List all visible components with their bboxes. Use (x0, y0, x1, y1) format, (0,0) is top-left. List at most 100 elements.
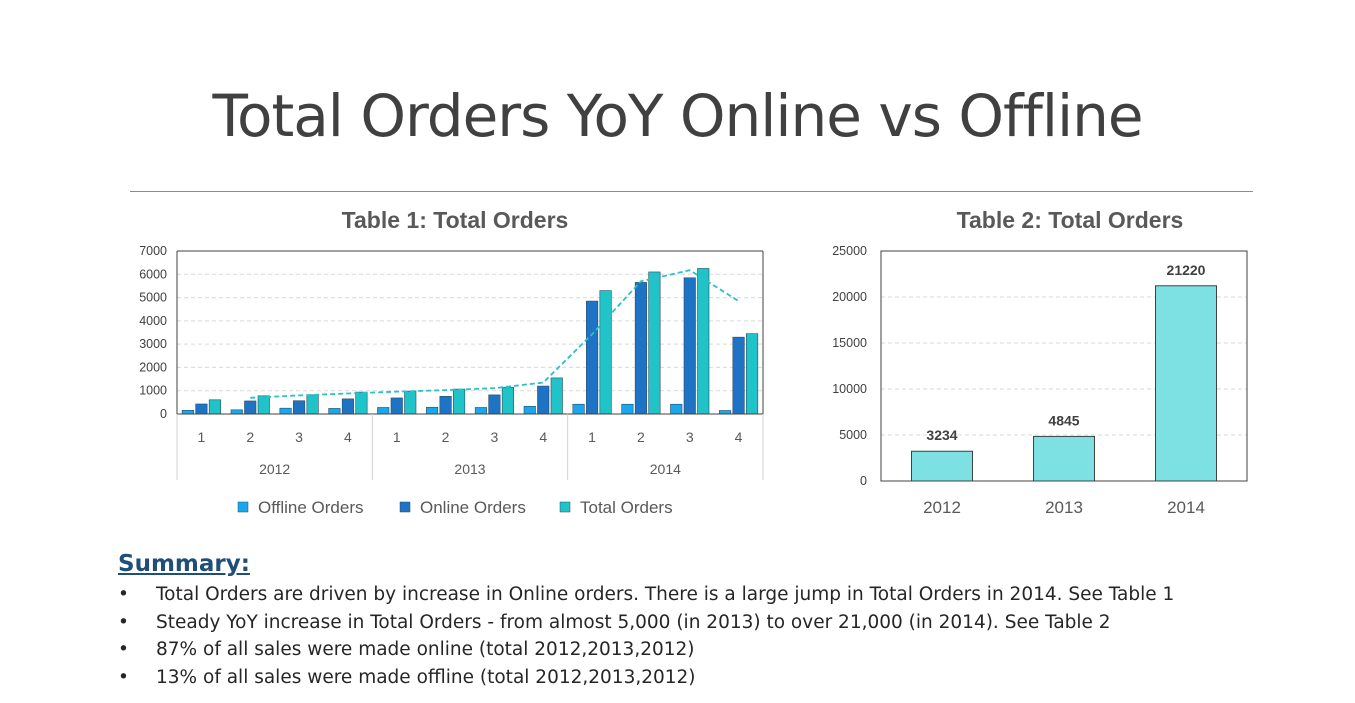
bullet-icon: • (118, 611, 129, 633)
legend-swatch (559, 501, 571, 513)
y-tick-label: 15000 (832, 336, 867, 350)
table1-gridlines (177, 250, 763, 392)
legend-label: Online Orders (420, 498, 526, 517)
bar-offline-orders (670, 403, 683, 415)
x-tick-label: 2 (637, 429, 645, 445)
legend-swatch (399, 501, 411, 513)
x-tick-label: 4 (344, 429, 352, 445)
y-tick-label: 5000 (839, 428, 867, 442)
bar-online-orders (293, 400, 306, 415)
bar-online-orders (195, 403, 208, 415)
x-tick-label: 4 (735, 429, 743, 445)
table2-y-axis: 0 5000 10000 15000 20000 25000 (832, 244, 867, 488)
bar-online-orders (732, 336, 745, 415)
bar-offline-orders (474, 407, 487, 415)
x-tick-label: 2013 (1045, 498, 1083, 517)
bar-offline-orders (523, 406, 536, 415)
y-tick-label: 25000 (832, 244, 867, 258)
x-group-label: 2014 (650, 461, 681, 477)
table1-y-axis: 0 1000 2000 3000 4000 5000 6000 7000 (139, 244, 167, 421)
y-tick-label: 4000 (139, 314, 167, 328)
summary-item-text: 13% of all sales were made offline (tota… (156, 666, 696, 688)
table1-chart: Table 1: Total Orders 0 1000 2000 3000 4000 5… (139, 207, 764, 517)
summary-list: • Total Orders are driven by increase in … (118, 581, 1318, 691)
summary-item: • Total Orders are driven by increase in … (118, 581, 1318, 609)
y-tick-label: 7000 (139, 244, 167, 258)
bar-online-orders (439, 396, 452, 415)
bar-total-orders (404, 390, 417, 415)
bar-total-orders (501, 386, 514, 415)
summary-item-text: Steady YoY increase in Total Orders - fr… (156, 611, 1111, 633)
table2-axes (880, 250, 1248, 482)
bar-offline-orders (426, 406, 439, 415)
y-tick-label: 10000 (832, 382, 867, 396)
bar-offline-orders (572, 403, 585, 415)
bullet-icon: • (118, 666, 129, 688)
x-group-label: 2013 (454, 461, 485, 477)
y-tick-label: 0 (860, 474, 867, 488)
bar-offline-orders (719, 410, 732, 415)
bar-offline-orders (279, 407, 292, 415)
table1-axes (176, 250, 764, 415)
bar-total-orders (1033, 435, 1095, 482)
table2-title: Table 2: Total Orders (957, 207, 1184, 233)
bar-total-orders (599, 290, 612, 415)
table1-trendline (250, 269, 740, 399)
bar-offline-orders (328, 408, 341, 415)
x-tick-label: 2 (442, 429, 450, 445)
x-tick-label: 2014 (1167, 498, 1205, 517)
x-group-label: 2012 (259, 461, 290, 477)
table2-x-axis: 2012 2013 2014 (923, 498, 1205, 517)
y-tick-label: 0 (160, 407, 167, 421)
bar-offline-orders (181, 409, 194, 415)
bar-total-orders (648, 271, 661, 415)
summary-heading: Summary: (118, 551, 250, 577)
bar-total-orders (746, 333, 759, 415)
bullet-icon: • (118, 639, 129, 660)
bar-online-orders (634, 282, 647, 415)
bar-total-orders (208, 399, 221, 415)
summary-item: • 13% of all sales were made offline (tot… (118, 664, 1318, 692)
y-tick-label: 3000 (139, 337, 167, 351)
bar-online-orders (244, 400, 257, 415)
y-tick-label: 6000 (139, 267, 167, 281)
bar-total-orders (306, 394, 319, 415)
data-label: 4845 (1048, 412, 1079, 428)
bar-online-orders (537, 385, 550, 415)
legend-label: Total Orders (580, 498, 673, 517)
summary-item-text: Total Orders are driven by increase in O… (156, 584, 1175, 605)
summary-section: Summary: • Total Orders are driven by inc… (118, 549, 1318, 691)
bar-online-orders (341, 398, 354, 415)
bar-total-orders (697, 268, 710, 415)
data-label: 3234 (926, 427, 957, 443)
table1-bars (181, 268, 759, 415)
bar-total-orders (453, 388, 466, 415)
x-tick-label: 2 (246, 429, 254, 445)
bar-total-orders (1155, 285, 1217, 482)
bar-total-orders (257, 395, 270, 415)
x-tick-label: 3 (686, 429, 694, 445)
y-tick-label: 2000 (139, 360, 167, 374)
plot-border (880, 250, 1248, 482)
bar-total-orders (355, 391, 368, 415)
table1-x-axis: 1 2 3 4 1 2 3 4 1 2 3 4 2012 2013 2014 (176, 414, 764, 480)
data-label: 21220 (1167, 262, 1206, 278)
summary-item-text: 87% of all sales were made online (total… (156, 639, 695, 660)
bar-offline-orders (377, 407, 390, 415)
x-tick-label: 4 (539, 429, 547, 445)
x-tick-label: 3 (491, 429, 499, 445)
title-divider (130, 191, 1253, 192)
x-tick-label: 1 (393, 429, 401, 445)
legend-label: Offline Orders (258, 498, 364, 517)
y-tick-label: 20000 (832, 290, 867, 304)
table2-bars (911, 285, 1217, 482)
summary-item: • 87% of all sales were made online (tota… (118, 636, 1318, 664)
bar-offline-orders (621, 403, 634, 415)
bar-online-orders (683, 277, 696, 415)
x-tick-label: 3 (295, 429, 303, 445)
bar-online-orders (390, 397, 403, 415)
y-tick-label: 1000 (139, 384, 167, 398)
table1-legend: Offline Orders Online Orders Total Orders (237, 498, 673, 517)
x-tick-label: 1 (198, 429, 206, 445)
x-tick-label: 2012 (923, 498, 961, 517)
